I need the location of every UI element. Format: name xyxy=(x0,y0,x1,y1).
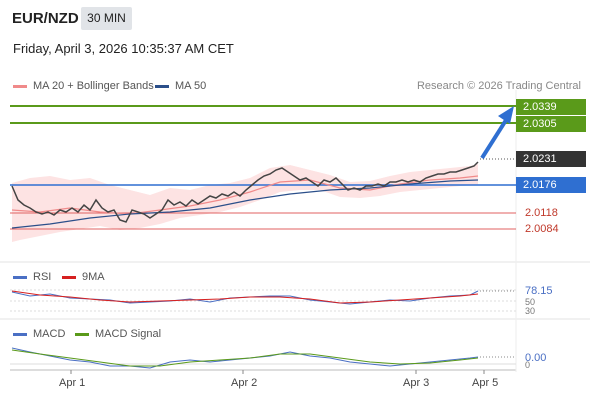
current-price-label: 2.0231 xyxy=(516,151,586,167)
rsi-ma-legend-label: 9MA xyxy=(82,271,105,283)
rsi-value-label: 78.15 xyxy=(525,285,553,297)
macd-signal-line xyxy=(11,349,479,367)
legend-macd: MACD xyxy=(13,328,65,340)
legend-rsi-ma: 9MA xyxy=(62,271,105,283)
macd-swatch xyxy=(13,332,27,336)
ma50-legend-label: MA 50 xyxy=(175,80,207,92)
macd-value-label: 0.00 xyxy=(525,352,547,364)
research-credit: Research © 2026 Trading Central xyxy=(416,80,581,92)
target2-label: 2.0339 xyxy=(516,99,586,115)
macd-zero-label: 0 xyxy=(525,360,531,370)
currency-pair-title: EUR/NZD xyxy=(12,10,79,27)
datetime-label: Friday, April 3, 2026 10:35:37 AM CET xyxy=(13,41,234,56)
timeframe-button[interactable]: 30 MIN xyxy=(81,7,132,30)
x-axis-label: Apr 2 xyxy=(231,377,258,389)
x-axis-label: Apr 5 xyxy=(472,377,499,389)
rsi-swatch xyxy=(13,275,27,279)
rsi-level30-label: 30 xyxy=(525,306,536,316)
legend-macd-signal: MACD Signal xyxy=(75,328,161,340)
rsi-ma-swatch xyxy=(62,275,76,279)
rsi-legend-label: RSI xyxy=(33,271,52,283)
macd-signal-legend-label: MACD Signal xyxy=(95,328,162,340)
target-arrow-shaft xyxy=(480,115,510,160)
ma50-swatch xyxy=(155,84,169,88)
rsi-level50-label: 50 xyxy=(525,297,536,307)
legend-ma50: MA 50 xyxy=(155,80,206,92)
ma20-legend-label: MA 20 + Bollinger Bands xyxy=(33,80,154,92)
rsi-ma-line xyxy=(11,290,479,304)
ma20-swatch xyxy=(13,84,27,88)
target-arrow-head xyxy=(498,106,514,124)
x-axis-label: Apr 3 xyxy=(403,377,430,389)
support1-label: 2.0118 xyxy=(525,207,558,219)
legend-rsi: RSI xyxy=(13,271,51,283)
x-axis-label: Apr 1 xyxy=(59,377,86,389)
chart-header: EUR/NZD 30 MIN xyxy=(0,0,590,38)
bollinger-band xyxy=(12,164,478,242)
pivot-label: 2.0176 xyxy=(516,177,586,193)
support2-label: 2.0084 xyxy=(525,223,559,235)
ma50-line xyxy=(11,179,479,229)
candlesticks xyxy=(11,161,479,223)
macd-signal-swatch xyxy=(75,332,89,336)
target1-label: 2.0305 xyxy=(516,116,586,132)
macd-legend-label: MACD xyxy=(33,328,66,340)
legend-ma20: MA 20 + Bollinger Bands xyxy=(13,80,154,92)
